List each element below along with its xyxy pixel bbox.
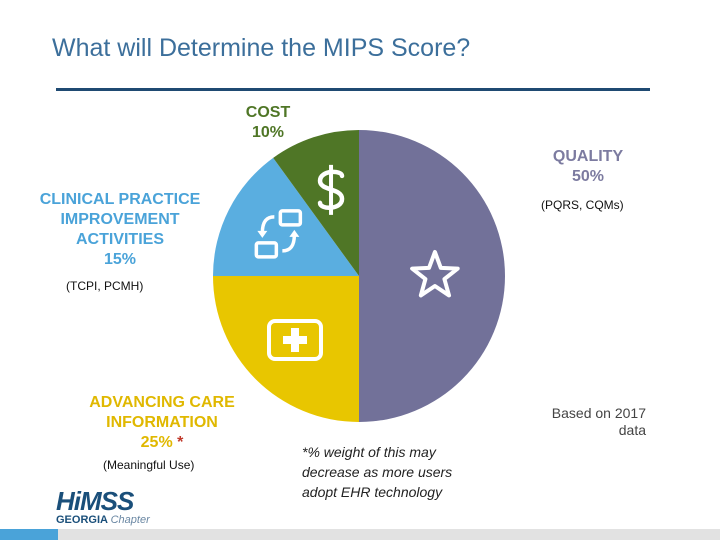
- page-title: What will Determine the MIPS Score?: [52, 34, 471, 62]
- footnote-line2: decrease as more users: [302, 464, 453, 480]
- aci-sub: (Meaningful Use): [103, 458, 195, 472]
- footnote: *% weight of this may decrease as more u…: [302, 442, 452, 502]
- pie-slice-advancing-care-information: [213, 276, 359, 422]
- star-icon: [410, 250, 460, 298]
- aci-label: ADVANCING CARE INFORMATION 25% *: [82, 393, 242, 453]
- logo-sub-chapter: Chapter: [110, 514, 150, 526]
- cost-label: COST 10%: [232, 103, 304, 143]
- logo-main: HiMSS: [56, 486, 134, 516]
- medical-cross-icon: [266, 319, 323, 362]
- data-source-line2: data: [618, 422, 646, 438]
- cpia-label-pct: 15%: [103, 251, 137, 268]
- quality-sub: (PQRS, CQMs): [541, 198, 624, 212]
- pie-slice-cost: [273, 130, 359, 276]
- title-divider: [56, 88, 650, 91]
- aci-label-pct-line: 25% *: [82, 433, 242, 453]
- data-source-line1: Based on 2017: [551, 405, 646, 421]
- footnote-line3: adopt EHR technology: [302, 484, 443, 500]
- himss-logo: HiMSS GEORGIA Chapter: [56, 486, 150, 526]
- aci-label-line1: ADVANCING CARE: [89, 394, 235, 411]
- aci-label-line2: INFORMATION: [106, 414, 218, 431]
- dollar-icon: [317, 164, 345, 215]
- quality-label-pct: 50%: [571, 168, 605, 185]
- quality-label: QUALITY 50%: [540, 147, 636, 187]
- cpia-sub: (TCPI, PCMH): [66, 279, 144, 293]
- cpia-label: CLINICAL PRACTICE IMPROVEMENT ACTIVITIES…: [30, 190, 210, 270]
- footer-bar-accent: [0, 529, 58, 540]
- pie-slice-clinical-practice-improvement-activities: [213, 157, 359, 276]
- cost-label-name: COST: [245, 104, 291, 121]
- cpia-label-line3: ACTIVITIES: [75, 231, 164, 248]
- quality-label-name: QUALITY: [552, 148, 624, 165]
- footer-bar: [0, 529, 720, 540]
- aci-asterisk: *: [177, 434, 184, 451]
- footnote-line1: *% weight of this may: [302, 444, 436, 460]
- exchange-arrows-icon: [254, 209, 303, 259]
- pie-slice-quality: [359, 130, 505, 422]
- cost-label-pct: 10%: [251, 124, 285, 141]
- cpia-label-line2: IMPROVEMENT: [60, 211, 180, 228]
- data-source-note: Based on 2017 data: [520, 405, 646, 439]
- cpia-label-line1: CLINICAL PRACTICE: [39, 191, 201, 208]
- logo-sub-state: GEORGIA: [56, 514, 108, 526]
- aci-label-pct: 25%: [140, 434, 173, 451]
- logo-sub: GEORGIA Chapter: [56, 514, 150, 526]
